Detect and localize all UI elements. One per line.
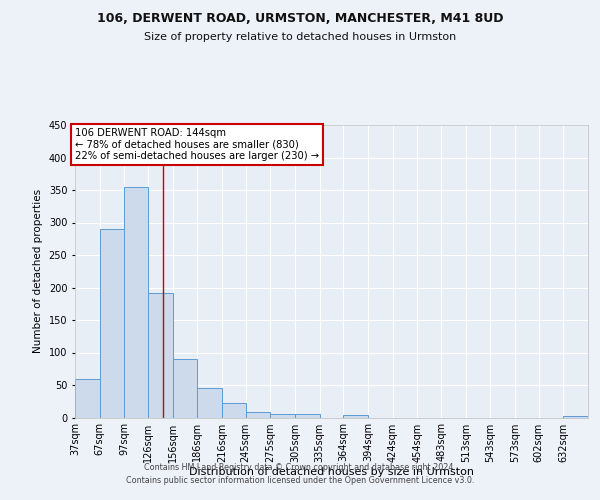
Bar bbox=[343, 415, 368, 418]
Text: Contains public sector information licensed under the Open Government Licence v3: Contains public sector information licen… bbox=[126, 476, 474, 485]
Bar bbox=[148, 292, 173, 418]
Text: 106 DERWENT ROAD: 144sqm
← 78% of detached houses are smaller (830)
22% of semi-: 106 DERWENT ROAD: 144sqm ← 78% of detach… bbox=[75, 128, 319, 162]
Bar bbox=[100, 229, 124, 418]
Text: Size of property relative to detached houses in Urmston: Size of property relative to detached ho… bbox=[144, 32, 456, 42]
Bar bbox=[197, 388, 222, 418]
Text: 106, DERWENT ROAD, URMSTON, MANCHESTER, M41 8UD: 106, DERWENT ROAD, URMSTON, MANCHESTER, … bbox=[97, 12, 503, 26]
Bar bbox=[563, 416, 588, 418]
Bar bbox=[295, 414, 320, 418]
Bar bbox=[173, 359, 197, 418]
Bar bbox=[75, 378, 100, 418]
Y-axis label: Number of detached properties: Number of detached properties bbox=[33, 189, 43, 354]
X-axis label: Distribution of detached houses by size in Urmston: Distribution of detached houses by size … bbox=[189, 468, 474, 477]
Bar bbox=[246, 412, 271, 418]
Text: Contains HM Land Registry data © Crown copyright and database right 2024.: Contains HM Land Registry data © Crown c… bbox=[144, 462, 456, 471]
Bar bbox=[124, 186, 148, 418]
Bar bbox=[271, 414, 295, 418]
Bar bbox=[222, 403, 246, 417]
